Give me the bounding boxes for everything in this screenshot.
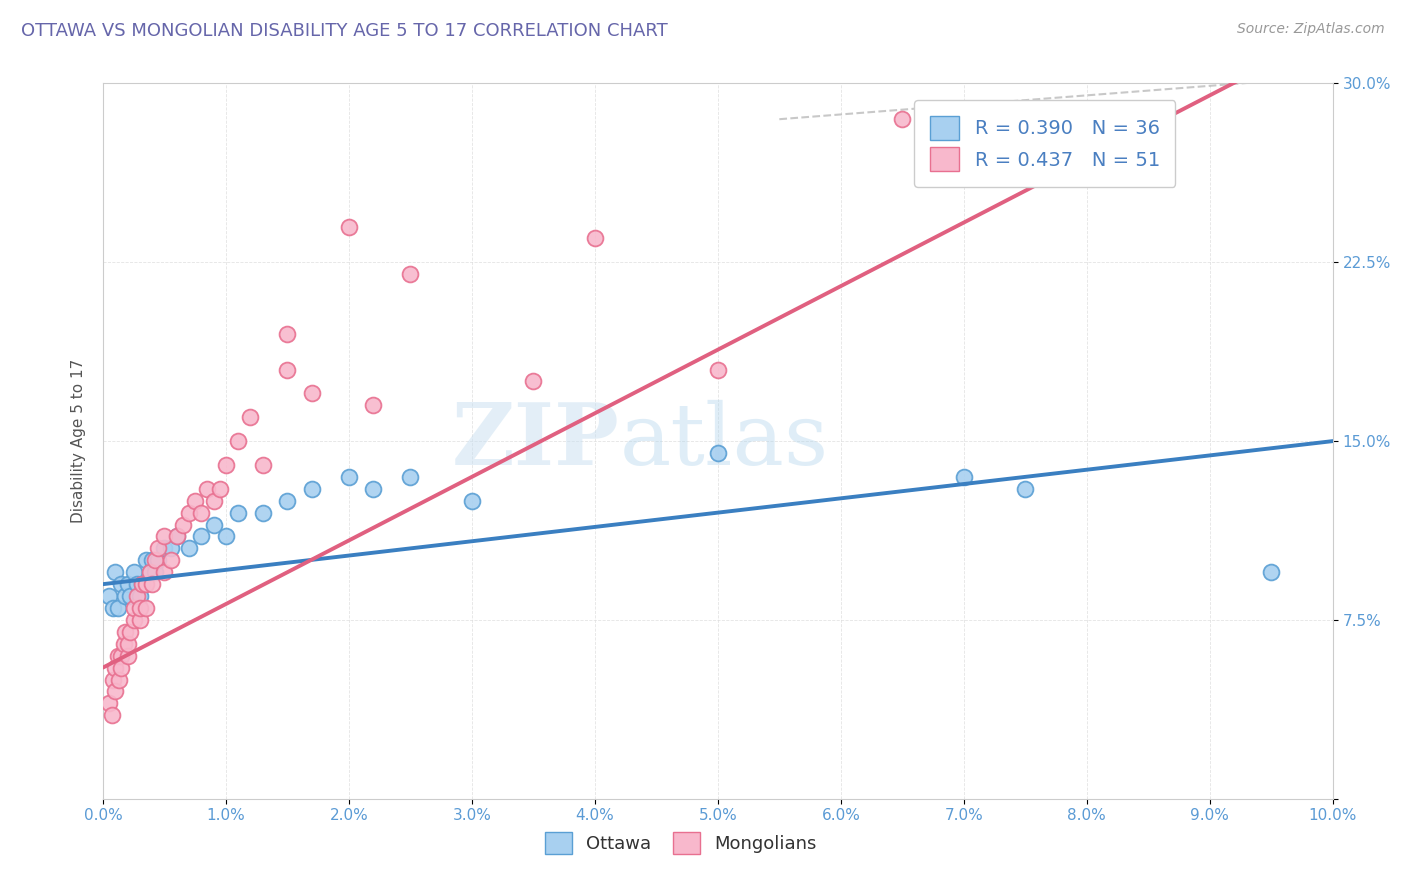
Point [208,482,231,496]
Point [190,506,212,520]
Point [98,589,121,603]
Point [107,648,129,663]
Point [153,541,176,556]
Point [337,470,360,484]
Point [127,589,149,603]
Point [226,434,249,449]
Text: OTTAWA VS MONGOLIAN DISABILITY AGE 5 TO 17 CORRELATION CHART: OTTAWA VS MONGOLIAN DISABILITY AGE 5 TO … [21,22,668,40]
Point [190,529,212,543]
Point [363,398,385,412]
Point [226,506,249,520]
Point [112,637,135,651]
Point [461,493,484,508]
Point [128,601,150,615]
Point [127,577,149,591]
Point [135,601,157,615]
Point [117,648,139,663]
Point [110,648,132,663]
Point [202,493,225,508]
Point [128,589,150,603]
Point [135,577,157,591]
Point [101,673,124,687]
Point [276,493,298,508]
Point [252,458,274,472]
Point [100,708,122,723]
Point [166,529,188,543]
Point [159,541,181,556]
Point [135,553,157,567]
Point [138,566,160,580]
Point [153,566,176,580]
Point [143,553,166,567]
Point [148,541,170,556]
Text: ZIP: ZIP [451,399,620,483]
Point [117,637,139,651]
Point [337,219,360,234]
Point [110,660,132,674]
Point [138,566,160,580]
Point [114,589,136,603]
Point [184,493,207,508]
Y-axis label: Disability Age 5 to 17: Disability Age 5 to 17 [72,359,86,524]
Point [131,577,153,591]
Point [143,566,166,580]
Point [215,458,238,472]
Point [108,673,131,687]
Point [101,601,124,615]
Point [276,362,298,376]
Point [117,577,139,591]
Point [363,482,385,496]
Point [707,362,730,376]
Point [104,684,127,698]
Text: atlas: atlas [620,400,828,483]
Point [1014,482,1036,496]
Point [114,624,136,639]
Legend: R = 0.390   N = 36, R = 0.437   N = 51: R = 0.390 N = 36, R = 0.437 N = 51 [914,100,1175,186]
Point [104,566,127,580]
Point [707,446,730,460]
Point [141,553,163,567]
Point [301,482,323,496]
Point [276,326,298,341]
Point [239,410,262,425]
Point [583,231,606,245]
Point [118,589,141,603]
Point [215,529,238,543]
Text: Source: ZipAtlas.com: Source: ZipAtlas.com [1237,22,1385,37]
Point [177,541,200,556]
Point [252,506,274,520]
Point [953,470,976,484]
Point [122,613,145,627]
Point [122,601,145,615]
Point [98,697,121,711]
Point [202,517,225,532]
Point [177,506,200,520]
Point [131,577,153,591]
Point [399,267,422,281]
Point [107,601,129,615]
Point [110,577,132,591]
Point [301,386,323,401]
Point [159,553,181,567]
Point [118,624,141,639]
Point [1260,566,1282,580]
Point [128,613,150,627]
Point [891,112,914,127]
Point [122,566,145,580]
Point [141,577,163,591]
Point [399,470,422,484]
Point [104,660,127,674]
Point [522,375,544,389]
Point [166,529,188,543]
Point [153,529,176,543]
Point [197,482,219,496]
Point [148,553,170,567]
Point [172,517,194,532]
